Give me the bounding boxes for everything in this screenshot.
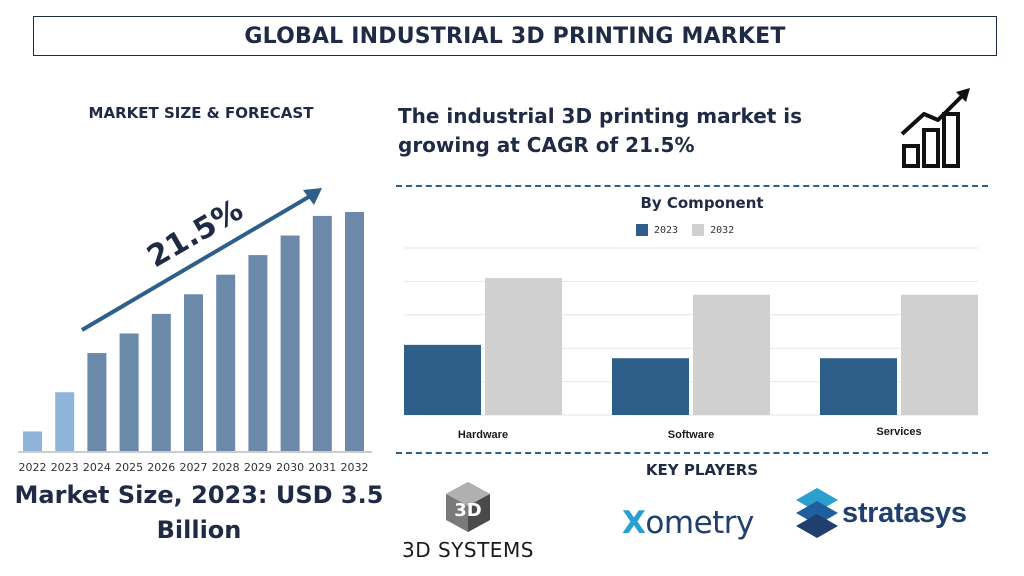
market-bars	[23, 212, 364, 451]
stratasys-wordmark: stratasys	[842, 496, 967, 529]
legend-swatch-2023	[636, 224, 648, 236]
market-year-labels: 2022 2023 2024 2025 2026 2027 2028 2029 2030 2031…	[19, 461, 369, 474]
market-year-label-2025: 2025	[115, 461, 143, 474]
market-bar-2032	[345, 212, 364, 451]
stratasys-mark-icon	[796, 488, 838, 538]
logo-xometry: Xometry	[622, 504, 754, 542]
market-bar-2029	[248, 255, 268, 451]
growth-arrow-line	[80, 193, 314, 332]
component-bar-services-2032	[901, 294, 978, 415]
market-bar-2023	[55, 392, 75, 451]
legend-item-2032: 2032	[692, 224, 734, 236]
growth-chart-icon	[900, 88, 970, 168]
key-players-heading: KEY PLAYERS	[645, 461, 759, 479]
market-bar-2026	[151, 313, 171, 451]
market-forecast-chart: 2022 2023 2024 2025 2026 2027 2028 2029 2030 2031…	[18, 188, 372, 474]
market-year-label-2022: 2022	[19, 461, 47, 474]
market-year-label-2029: 2029	[244, 461, 272, 474]
market-year-label-2031: 2031	[308, 461, 336, 474]
market-year-label-2026: 2026	[147, 461, 175, 474]
title-box: GLOBAL INDUSTRIAL 3D PRINTING MARKET	[33, 16, 997, 56]
divider-bottom	[396, 452, 988, 454]
component-bar-hardware-2023	[404, 344, 481, 415]
legend-label-2032: 2032	[710, 224, 735, 236]
component-chart-title: By Component	[640, 194, 764, 212]
market-bar-2028	[216, 274, 236, 451]
logo-3d-systems: 3D 3D SYSTEMS	[398, 480, 538, 562]
component-category-labels: Hardware Software Services	[458, 426, 922, 441]
market-bar-2024	[87, 353, 107, 451]
market-year-label-2024: 2024	[83, 461, 111, 474]
market-bar-2027	[184, 294, 203, 451]
component-chart: Hardware Software Services	[404, 247, 978, 441]
3d-systems-mark-icon: 3D	[446, 482, 490, 532]
component-bar-software-2032	[693, 294, 770, 415]
market-year-label-2027: 2027	[180, 461, 208, 474]
market-year-label-2028: 2028	[212, 461, 240, 474]
component-bar-hardware-2032	[485, 278, 562, 415]
svg-text:3D: 3D	[454, 500, 481, 521]
3d-systems-wordmark: 3D SYSTEMS	[402, 538, 534, 562]
xometry-wordmark-rest: ometry	[645, 505, 754, 541]
xometry-x-mark: X	[622, 505, 646, 541]
component-bars	[404, 278, 978, 415]
market-year-label-2032: 2032	[341, 461, 369, 474]
component-legend: 2023 2032	[636, 224, 734, 236]
cagr-statement: The industrial 3D printing market is gro…	[398, 104, 803, 157]
market-bar-2025	[119, 333, 139, 451]
market-size-heading: MARKET SIZE & FORECAST	[88, 104, 314, 122]
component-category-label-hardware: Hardware	[458, 429, 508, 441]
legend-item-2023: 2023	[636, 224, 678, 236]
growth-arrow-head	[303, 188, 322, 205]
legend-label-2023: 2023	[654, 224, 679, 236]
component-category-label-services: Services	[876, 426, 921, 438]
divider-top	[396, 185, 988, 187]
market-year-label-2023: 2023	[51, 461, 79, 474]
logo-stratasys: stratasys	[796, 488, 967, 538]
market-bar-2031	[312, 215, 332, 451]
market-year-label-2030: 2030	[276, 461, 304, 474]
market-bar-2030	[280, 235, 300, 451]
market-size-text: Market Size, 2023: USD 3.5 Billion	[14, 481, 384, 544]
market-bar-2022	[23, 431, 42, 451]
page-title: GLOBAL INDUSTRIAL 3D PRINTING MARKET	[244, 23, 786, 49]
component-bar-software-2023	[612, 358, 689, 415]
legend-swatch-2032	[692, 224, 705, 236]
component-category-label-software: Software	[668, 429, 714, 441]
component-bar-services-2023	[820, 358, 897, 415]
